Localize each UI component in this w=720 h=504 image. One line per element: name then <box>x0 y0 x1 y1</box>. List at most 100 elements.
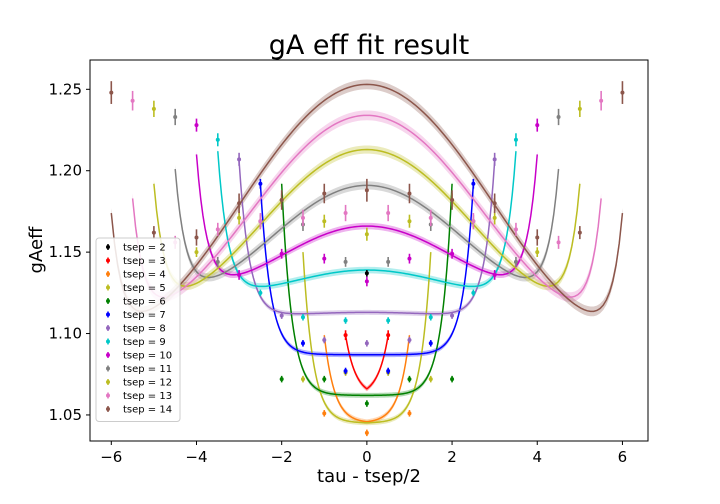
legend-marker <box>106 353 110 357</box>
point-marker <box>450 377 455 382</box>
point-marker <box>535 123 540 128</box>
legend-box <box>95 237 181 422</box>
point-tsep-14 <box>407 183 412 204</box>
point-tsep-11 <box>556 108 561 126</box>
fit-band-tsep-3 <box>345 332 389 392</box>
point-tsep-11 <box>173 108 178 126</box>
point-marker <box>364 188 369 193</box>
fit-curve-tsep-7 <box>259 183 475 356</box>
legend-marker <box>106 272 110 276</box>
point-tsep-6 <box>279 375 284 383</box>
point-marker <box>471 181 476 186</box>
point-tsep-10 <box>322 253 327 264</box>
point-marker <box>556 240 561 245</box>
legend-label: tsep = 5 <box>123 283 166 294</box>
point-tsep-10 <box>194 118 199 132</box>
fit-curve-tsep-5 <box>302 252 432 424</box>
legend-marker <box>106 339 110 344</box>
point-marker <box>407 338 412 343</box>
point-marker <box>450 198 455 203</box>
point-marker <box>237 215 242 220</box>
point-tsep-13 <box>130 90 135 111</box>
legend-entry-tsep-13: tsep = 13 <box>106 391 172 402</box>
point-marker <box>364 279 369 284</box>
point-marker <box>300 341 305 346</box>
y-tick-label: 1.15 <box>49 243 82 261</box>
point-marker <box>492 272 497 277</box>
x-tick-label: 0 <box>362 448 372 466</box>
point-tsep-14 <box>450 190 455 210</box>
point-tsep-12 <box>407 214 412 228</box>
point-tsep-14 <box>535 229 540 246</box>
fit-curve-tsep-6 <box>280 183 453 397</box>
legend: tsep = 2 tsep = 3 tsep = 4 tsep = 5 tsep = 6… <box>95 237 181 422</box>
point-marker <box>322 191 327 196</box>
legend-entry-tsep-2: tsep = 2 <box>106 243 166 254</box>
point-tsep-13 <box>215 222 220 236</box>
legend-entry-tsep-6: tsep = 6 <box>106 297 166 308</box>
point-marker <box>194 250 199 255</box>
legend-marker <box>106 393 110 398</box>
fit-curve-tsep-14 <box>110 83 624 313</box>
point-marker <box>386 368 391 373</box>
point-marker <box>279 377 284 382</box>
point-marker <box>364 401 369 406</box>
point-tsep-11 <box>215 257 220 267</box>
point-tsep-14 <box>109 81 114 104</box>
point-marker <box>173 114 178 119</box>
point-marker <box>300 377 305 382</box>
point-tsep-7 <box>428 340 433 347</box>
plot-area <box>90 60 648 441</box>
point-marker <box>215 137 220 142</box>
legend-entry-tsep-4: tsep = 4 <box>106 270 166 281</box>
chart-title: gA eff fit result <box>269 30 470 61</box>
point-tsep-9 <box>215 133 220 147</box>
legend-entry-tsep-10: tsep = 10 <box>106 351 172 362</box>
point-tsep-10 <box>279 248 284 259</box>
point-marker <box>237 272 242 277</box>
point-marker <box>279 198 284 203</box>
point-tsep-9 <box>258 289 263 297</box>
point-marker <box>407 191 412 196</box>
point-marker <box>194 235 199 240</box>
point-marker <box>450 251 455 256</box>
x-tick-label: −6 <box>100 448 122 466</box>
point-tsep-7 <box>258 178 263 189</box>
point-marker <box>151 230 156 235</box>
point-marker <box>535 250 540 255</box>
point-tsep-10 <box>535 118 540 132</box>
point-tsep-11 <box>386 257 391 267</box>
point-tsep-6 <box>450 375 455 383</box>
point-marker <box>577 230 582 235</box>
legend-marker <box>106 380 110 384</box>
point-tsep-13 <box>599 90 604 111</box>
legend-label: tsep = 10 <box>123 351 172 362</box>
point-tsep-2 <box>364 270 369 277</box>
fit-curve-tsep-10 <box>195 154 538 276</box>
point-tsep-9 <box>428 314 433 321</box>
point-marker <box>386 211 391 216</box>
legend-entry-tsep-5: tsep = 5 <box>106 283 166 294</box>
point-marker <box>513 227 518 232</box>
legend-label: tsep = 12 <box>123 378 172 389</box>
x-tick-label: 6 <box>618 448 628 466</box>
point-marker <box>258 290 263 295</box>
point-tsep-13 <box>471 213 476 230</box>
point-tsep-6 <box>322 375 327 383</box>
point-tsep-12 <box>237 211 242 225</box>
point-marker <box>471 290 476 295</box>
point-tsep-9 <box>343 317 348 324</box>
point-tsep-6 <box>364 400 369 407</box>
point-tsep-7 <box>386 367 391 375</box>
point-tsep-12 <box>151 100 156 117</box>
point-tsep-4 <box>364 429 369 437</box>
point-tsep-6 <box>407 375 412 383</box>
point-marker <box>215 259 220 264</box>
x-tick-label: 4 <box>532 448 542 466</box>
point-tsep-12 <box>364 227 369 241</box>
point-tsep-12 <box>322 214 327 228</box>
point-marker <box>151 106 156 111</box>
fit-curve-tsep-12 <box>153 148 581 287</box>
point-marker <box>428 215 433 220</box>
